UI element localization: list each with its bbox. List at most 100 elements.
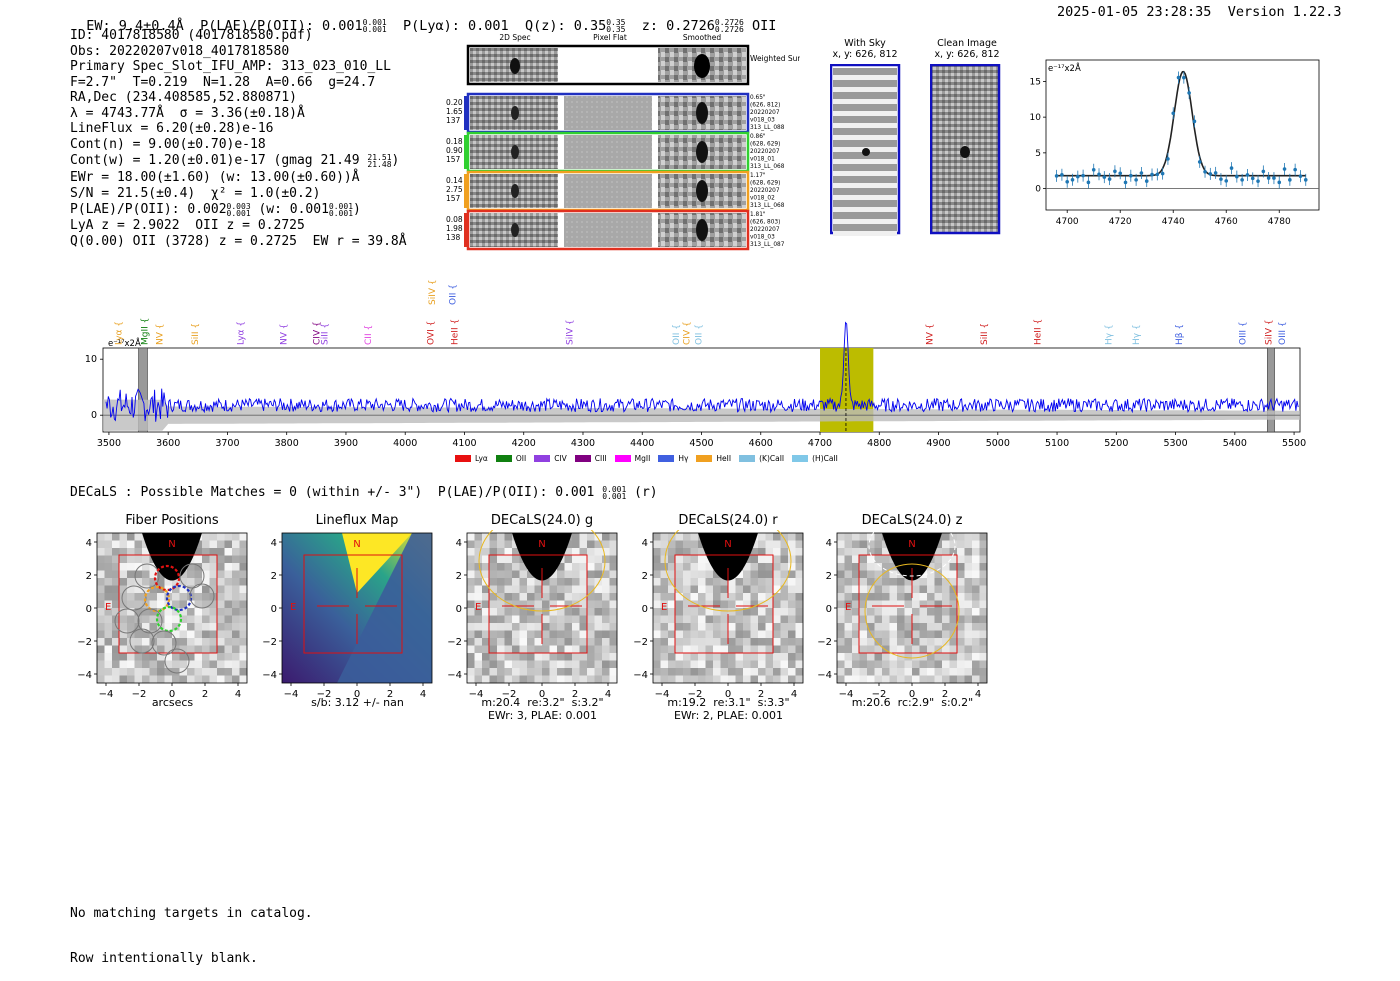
pixel	[542, 638, 550, 646]
pixel	[720, 653, 729, 661]
pixel	[837, 653, 845, 661]
pixel	[758, 585, 766, 594]
pixel	[609, 645, 618, 654]
pixel	[795, 578, 804, 586]
pixel	[735, 608, 744, 616]
line-label: SiII {	[980, 323, 990, 345]
pixel	[187, 623, 195, 631]
pixel	[750, 675, 759, 684]
header-qz-lo: 0.35	[606, 25, 626, 34]
line-label: HeII {	[1033, 319, 1043, 345]
pixel	[119, 608, 128, 616]
pixel	[743, 570, 751, 579]
pixel	[867, 585, 875, 594]
summary-header: EW: 9.4±0.4Å P(LAE)/P(OII): 0.001 0.001 0.…	[70, 2, 776, 34]
pixel	[239, 653, 248, 661]
pixel	[594, 533, 603, 541]
pixel	[750, 653, 759, 661]
pixel	[224, 555, 233, 564]
pixel	[542, 615, 550, 624]
pixel	[728, 630, 736, 639]
pixel	[239, 563, 248, 571]
pixel	[512, 623, 520, 631]
pixel	[972, 548, 980, 556]
pixel	[859, 555, 868, 564]
pixel	[549, 608, 558, 616]
pixel	[149, 653, 158, 661]
pixel	[127, 608, 135, 616]
pixel	[653, 638, 661, 646]
pixel	[660, 623, 669, 631]
zoom-point	[1054, 174, 1059, 178]
pixel	[837, 608, 845, 616]
xtick-label: 2	[942, 689, 948, 700]
pixel	[157, 668, 165, 676]
col-pixel-flat: Pixel Flat	[593, 33, 627, 42]
pixel	[660, 630, 669, 639]
pixel	[690, 563, 699, 571]
pixel	[683, 540, 691, 549]
pixel	[134, 630, 143, 639]
pixel	[474, 593, 483, 601]
pixel	[224, 540, 233, 549]
pixel	[889, 653, 898, 661]
pixel	[527, 578, 535, 586]
pixel	[587, 600, 595, 609]
pixel	[874, 600, 883, 609]
pixel	[134, 563, 143, 571]
pixel	[119, 630, 128, 639]
pixel	[504, 540, 513, 549]
pixel	[897, 675, 905, 684]
pixel	[972, 615, 980, 624]
pixel	[653, 593, 661, 601]
zoom-point	[1219, 177, 1223, 181]
pixel	[795, 660, 804, 669]
pixel	[97, 623, 105, 631]
pixel	[788, 555, 796, 564]
pixel	[489, 548, 498, 556]
pixel	[239, 570, 248, 579]
pixel	[934, 660, 943, 669]
zoom-point	[1113, 169, 1117, 174]
pixel	[837, 563, 845, 571]
pixel	[889, 593, 898, 601]
pixel	[758, 555, 766, 564]
pixel	[852, 608, 860, 616]
pixel	[489, 645, 498, 654]
pixel	[675, 570, 684, 579]
zoom-point	[1266, 176, 1271, 180]
ytick-label: 0	[456, 604, 462, 615]
pixel	[527, 660, 535, 669]
xtick-label: 0	[909, 689, 915, 700]
pixel	[112, 623, 120, 631]
pixel	[927, 615, 935, 624]
pixel	[497, 600, 505, 609]
pixel	[209, 570, 218, 579]
pixel	[194, 675, 203, 684]
pixel	[867, 570, 875, 579]
pixel	[912, 653, 920, 661]
pixel	[179, 593, 188, 601]
pixel	[602, 623, 610, 631]
pixel	[217, 623, 225, 631]
pixel	[104, 668, 113, 676]
pixel	[217, 555, 225, 564]
pixel	[735, 638, 744, 646]
xtick-label: 2	[758, 689, 764, 700]
pixel	[750, 585, 759, 594]
pixel	[489, 563, 498, 571]
pixel	[194, 555, 203, 564]
pixel	[743, 623, 751, 631]
pixel	[852, 675, 860, 684]
sky-gap	[833, 195, 897, 200]
pixel	[557, 668, 565, 676]
pixel	[194, 570, 203, 579]
pixel	[912, 585, 920, 594]
pixel	[743, 653, 751, 661]
pixel	[119, 638, 128, 646]
pixel	[149, 593, 158, 601]
pixel	[119, 668, 128, 676]
pixel	[489, 630, 498, 639]
pixel	[594, 675, 603, 684]
